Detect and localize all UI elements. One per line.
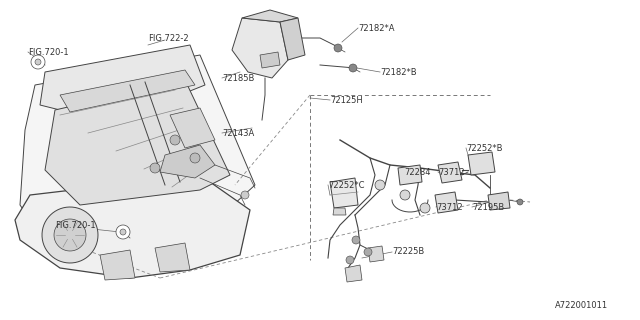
Polygon shape	[280, 18, 305, 60]
Text: A722001011: A722001011	[555, 300, 608, 309]
Circle shape	[375, 180, 385, 190]
Polygon shape	[468, 152, 495, 175]
Circle shape	[420, 203, 430, 213]
Polygon shape	[160, 145, 215, 178]
Text: 73712: 73712	[436, 203, 463, 212]
Text: 72252*C: 72252*C	[328, 180, 365, 189]
Circle shape	[349, 64, 357, 72]
Text: FIG.720-1: FIG.720-1	[28, 47, 68, 57]
Circle shape	[334, 44, 342, 52]
Polygon shape	[155, 243, 190, 272]
Polygon shape	[60, 70, 195, 112]
Polygon shape	[40, 45, 205, 110]
Polygon shape	[42, 207, 98, 263]
Circle shape	[364, 248, 372, 256]
Circle shape	[241, 191, 249, 199]
Circle shape	[190, 153, 200, 163]
Text: FIG.720-1: FIG.720-1	[55, 220, 95, 229]
Polygon shape	[333, 208, 346, 215]
Circle shape	[120, 229, 126, 235]
Circle shape	[116, 225, 130, 239]
Text: 72225B: 72225B	[392, 247, 424, 257]
Text: 72143A: 72143A	[222, 129, 254, 138]
Circle shape	[400, 190, 410, 200]
Polygon shape	[45, 80, 230, 205]
Text: 72185B: 72185B	[222, 74, 254, 83]
Text: 72195B: 72195B	[472, 203, 504, 212]
Polygon shape	[15, 175, 250, 278]
Text: 72182*B: 72182*B	[380, 68, 417, 76]
Polygon shape	[330, 178, 358, 208]
Polygon shape	[232, 18, 288, 78]
Text: 72284: 72284	[404, 167, 431, 177]
Polygon shape	[345, 265, 362, 282]
Text: 72182*A: 72182*A	[358, 23, 394, 33]
Circle shape	[150, 163, 160, 173]
Circle shape	[352, 236, 360, 244]
Text: 72125H: 72125H	[330, 95, 363, 105]
Circle shape	[346, 256, 354, 264]
Text: FIG.722-2: FIG.722-2	[148, 34, 189, 43]
Polygon shape	[435, 192, 458, 213]
Polygon shape	[488, 192, 510, 210]
Polygon shape	[170, 108, 215, 148]
Polygon shape	[438, 162, 462, 183]
Polygon shape	[368, 246, 384, 262]
Circle shape	[35, 59, 41, 65]
Circle shape	[31, 55, 45, 69]
Polygon shape	[398, 165, 422, 185]
Polygon shape	[20, 55, 255, 265]
Text: 72252*B: 72252*B	[466, 143, 502, 153]
Polygon shape	[242, 10, 298, 22]
Circle shape	[517, 199, 523, 205]
Text: 73712: 73712	[438, 167, 465, 177]
Polygon shape	[54, 219, 86, 251]
Polygon shape	[260, 52, 280, 68]
Circle shape	[170, 135, 180, 145]
Polygon shape	[100, 250, 135, 280]
